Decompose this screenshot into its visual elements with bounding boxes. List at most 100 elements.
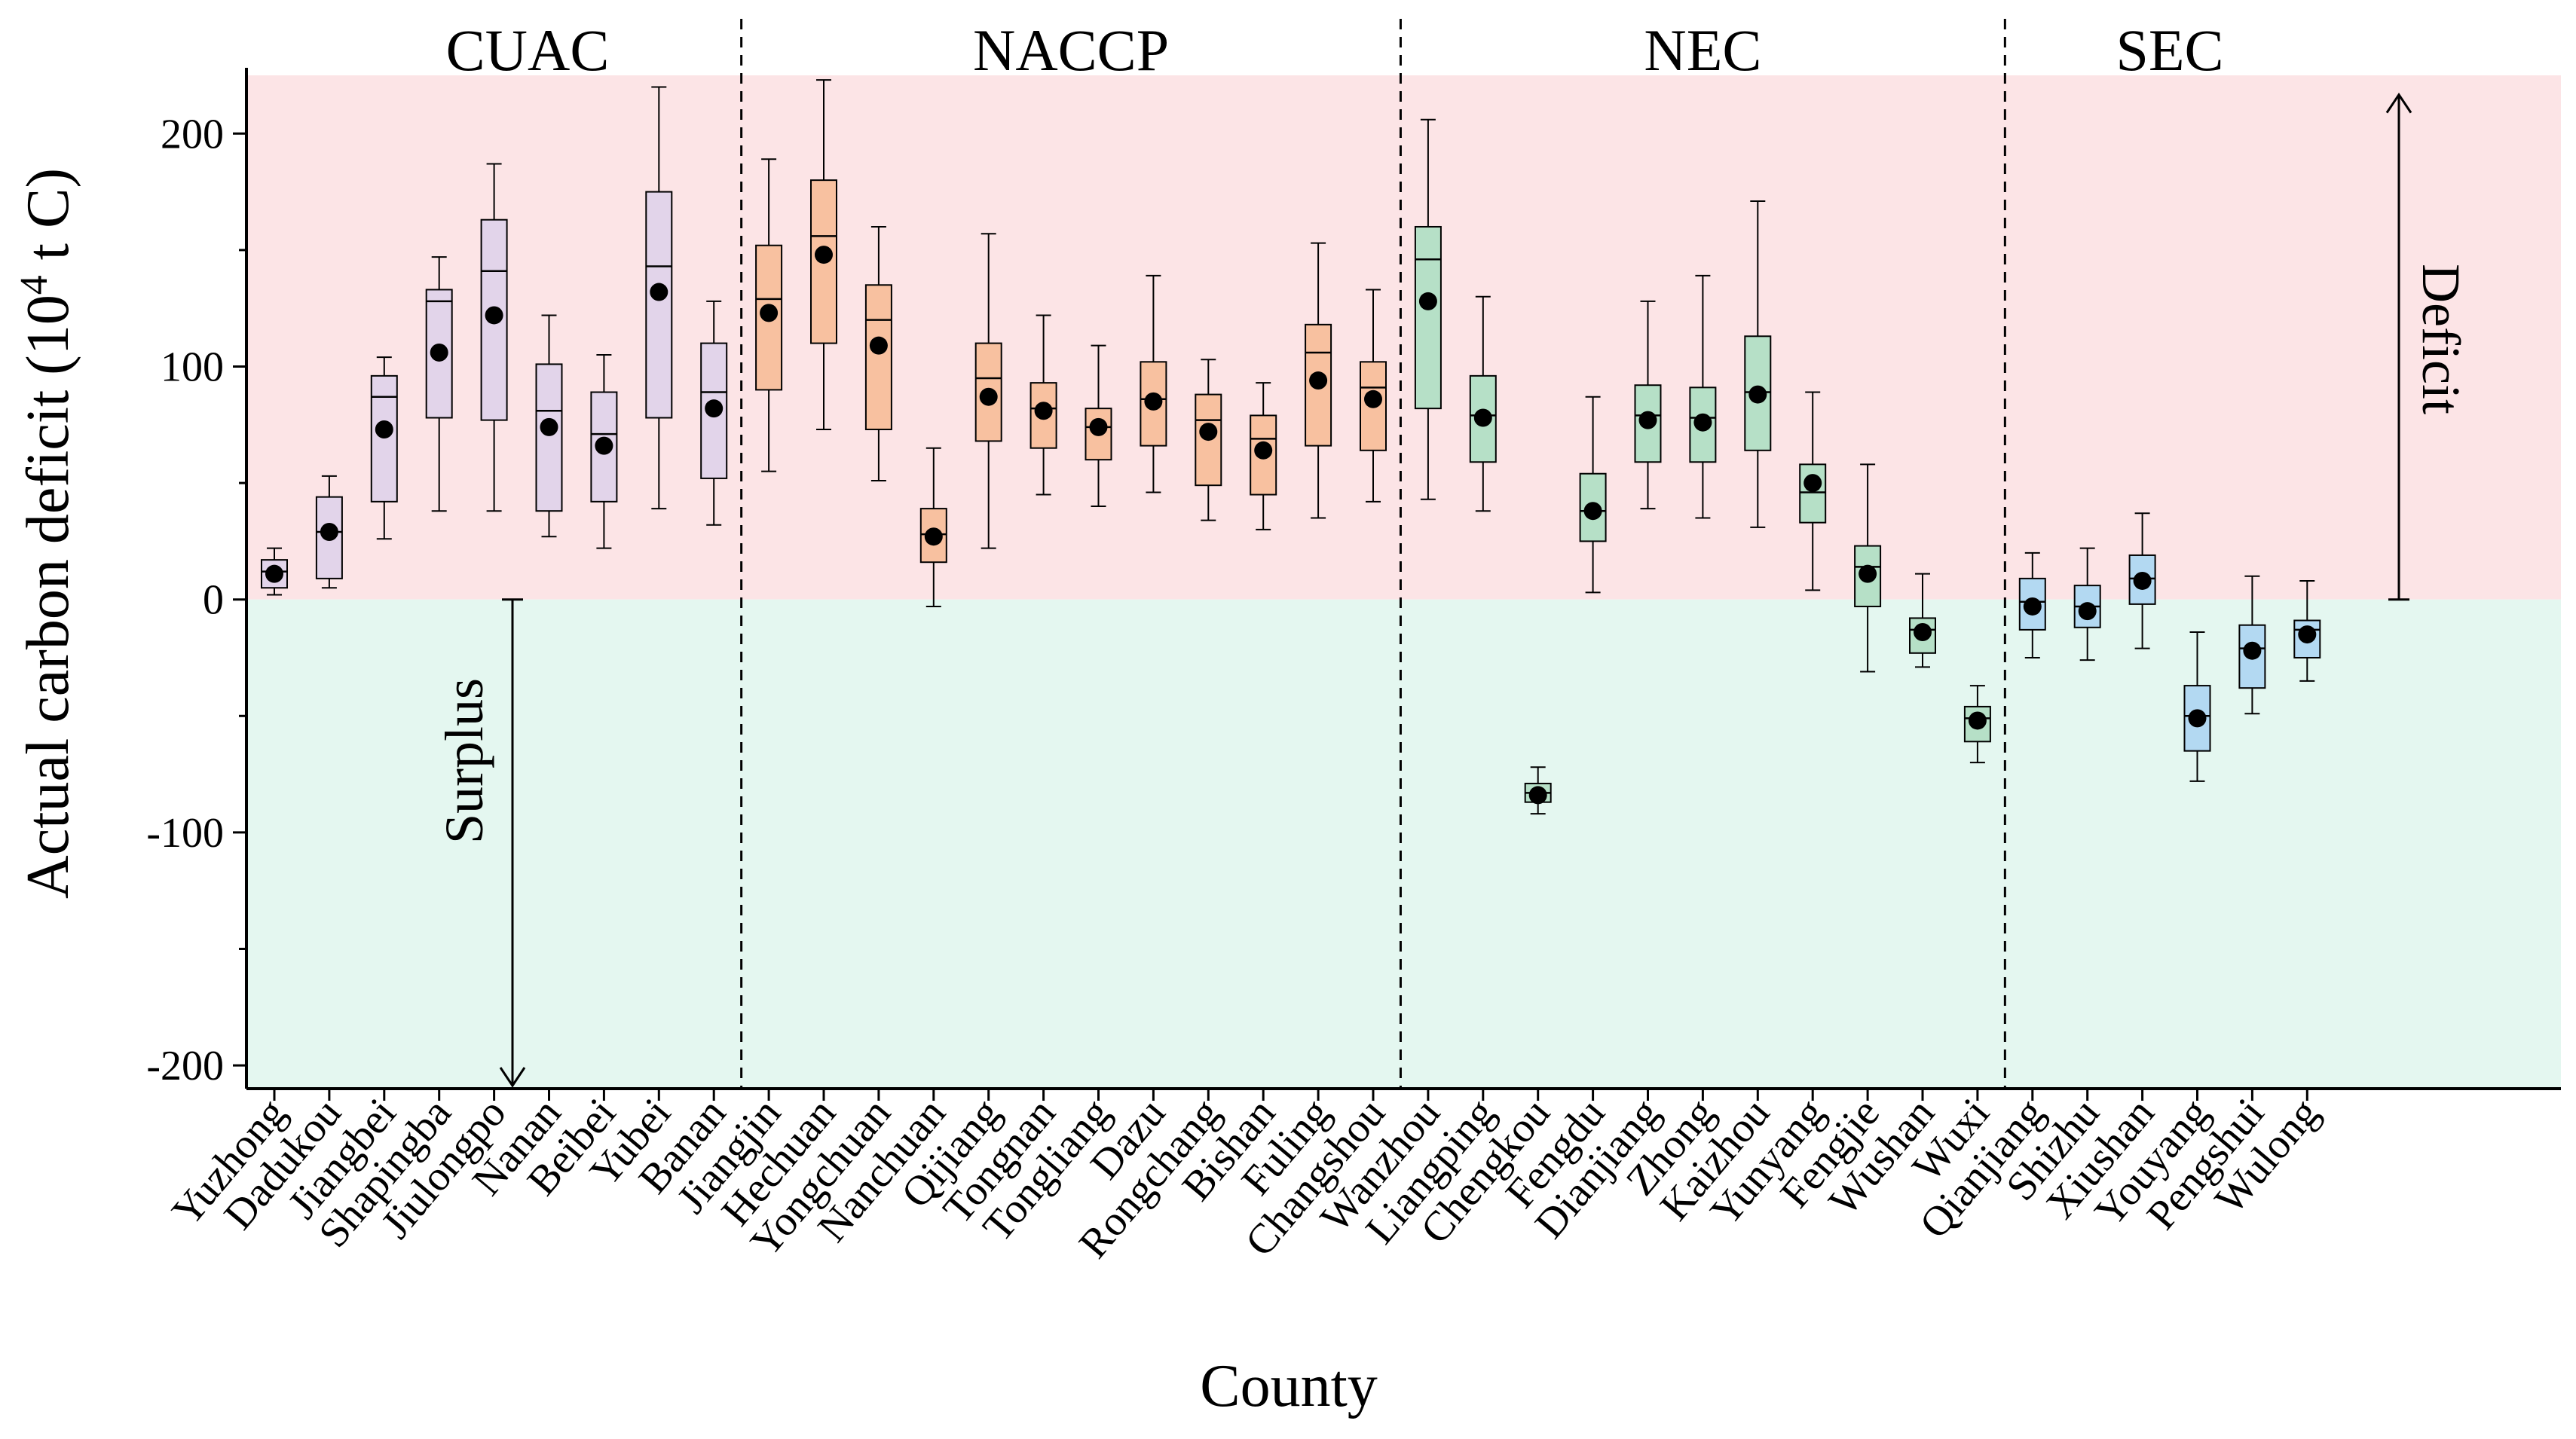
y-axis-title-tail: t C): [15, 168, 81, 275]
group-label: NACCP: [973, 17, 1169, 83]
y-axis-title-sup: 4: [13, 275, 56, 295]
y-axis-title-main: Actual carbon deficit (10: [15, 295, 81, 899]
deficit-arrow-head: [2385, 92, 2412, 114]
box-dazu: [1140, 274, 1167, 493]
box-qijiang: [974, 233, 1002, 549]
group-label: CUAC: [446, 17, 610, 83]
box-liangping: [1469, 295, 1497, 512]
mean-point: [1089, 417, 1108, 436]
mean-point: [375, 420, 393, 438]
box-nanchuan: [919, 447, 947, 607]
region-layer: [246, 75, 2561, 1089]
mean-point: [1693, 413, 1712, 432]
mean-point: [1804, 474, 1822, 493]
annotation-layer: Surplus Deficit: [434, 92, 2471, 1088]
box-chengkou: [1524, 766, 1552, 815]
box-tongliang: [1085, 344, 1112, 508]
box-wanzhou: [1414, 118, 1442, 500]
box-dianjiang: [1634, 300, 1662, 510]
box-iqr: [370, 374, 398, 503]
box-jiangbei: [370, 356, 398, 540]
y-tick-label: 100: [161, 344, 224, 390]
mean-point: [1638, 411, 1657, 429]
mean-point: [2133, 571, 2152, 590]
box-tongnan: [1029, 314, 1057, 496]
box-jiangjin: [755, 158, 783, 472]
mean-point: [430, 343, 448, 362]
x-axis-title: County: [1200, 1353, 1378, 1419]
box-youyang: [2183, 631, 2211, 782]
mean-point: [650, 283, 668, 301]
box-pengshui: [2238, 575, 2266, 715]
box-wulong: [2293, 579, 2321, 682]
mean-point: [320, 523, 338, 542]
y-tick-label: 200: [161, 111, 224, 157]
y-tick-label: -100: [146, 810, 224, 857]
mean-point: [1254, 441, 1273, 460]
mean-point: [1473, 408, 1492, 427]
mean-point: [1859, 564, 1877, 583]
box-jiulongpo: [480, 163, 508, 512]
mean-point: [2078, 602, 2097, 621]
mean-point: [760, 304, 779, 322]
mean-point: [1034, 402, 1053, 420]
box-changshou: [1360, 289, 1387, 503]
mean-point: [1364, 390, 1382, 408]
box-wuxi: [1963, 685, 1991, 764]
box-beibei: [590, 354, 618, 549]
box-shizhu: [2073, 547, 2101, 661]
mean-point: [815, 246, 833, 264]
box-nanan: [535, 314, 563, 538]
region-surplus: [246, 599, 2561, 1089]
box-dadukou: [315, 475, 343, 589]
mean-point: [869, 336, 888, 355]
box-yuzhong: [261, 547, 288, 596]
mean-point: [1914, 622, 1932, 641]
mean-point: [1199, 423, 1218, 441]
mean-point: [2188, 709, 2207, 728]
mean-point: [595, 436, 613, 455]
box-iqr: [1799, 463, 1827, 524]
group-label: SEC: [2116, 17, 2224, 83]
mean-point: [1418, 292, 1437, 310]
box-banan: [700, 300, 728, 526]
mean-point: [1583, 502, 1602, 521]
box-yubei: [645, 86, 673, 510]
deficit-label: Deficit: [2411, 264, 2471, 414]
mean-point: [485, 306, 503, 325]
box-yongchuan: [864, 225, 892, 481]
region-deficit: [246, 75, 2561, 600]
mean-point: [540, 417, 558, 436]
plot-layer: YuzhongDadukouJiangbeiShapingbaJiulongpo…: [163, 17, 2328, 1267]
box-iqr: [535, 363, 563, 512]
mean-point: [1144, 392, 1163, 411]
box-zhong: [1689, 274, 1717, 519]
y-tick-label: -200: [146, 1043, 224, 1089]
box-kaizhou: [1744, 200, 1772, 528]
box-bishan: [1250, 382, 1277, 530]
box-rongchang: [1195, 359, 1222, 521]
box-fengjie: [1854, 463, 1882, 673]
mean-point: [705, 399, 724, 418]
box-fengdu: [1579, 396, 1607, 594]
mean-point: [2243, 641, 2262, 660]
box-fuling: [1305, 242, 1332, 519]
mean-point: [924, 527, 943, 546]
box-iqr: [1414, 225, 1442, 410]
mean-point: [1748, 385, 1767, 404]
box-yunyang: [1799, 391, 1827, 591]
box-xiushan: [2128, 512, 2156, 649]
surplus-arrow-head: [499, 1067, 526, 1088]
y-axis-title: Actual carbon deficit (104 t C): [13, 168, 81, 899]
box-iqr: [645, 191, 673, 419]
box-qianjiang: [2018, 551, 2046, 658]
box-hechuan: [810, 79, 837, 430]
mean-point: [1968, 711, 1987, 730]
group-label: NEC: [1644, 17, 1761, 83]
axis-layer: -200 -100 0 100 200: [146, 68, 2561, 1101]
surplus-label: Surplus: [434, 678, 494, 844]
box-shapingba: [425, 256, 453, 512]
box-iqr: [864, 284, 892, 430]
mean-point: [979, 387, 998, 406]
